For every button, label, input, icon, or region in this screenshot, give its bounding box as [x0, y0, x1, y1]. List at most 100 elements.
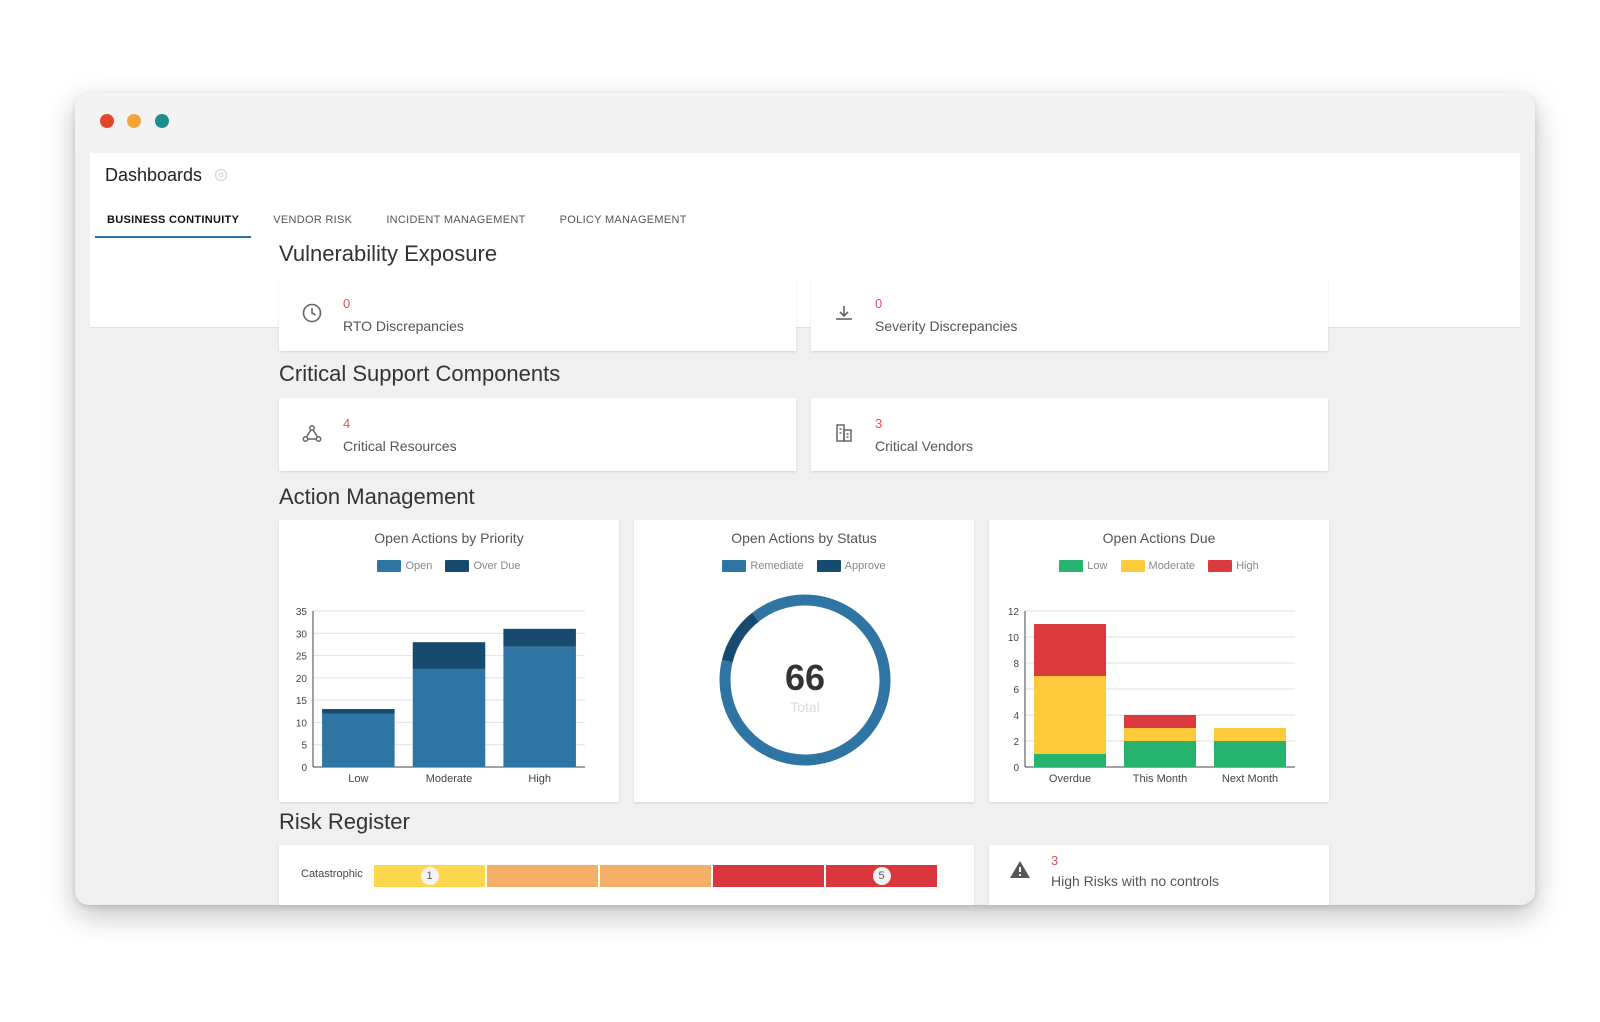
bar-this-month-high	[1124, 715, 1196, 728]
legend-item-open[interactable]: Open	[377, 560, 433, 573]
heatmap-cell[interactable]: 5	[826, 865, 937, 887]
legend-swatch-approve	[816, 560, 841, 573]
y-tick-label: 2	[1013, 737, 1019, 748]
heatmap-cell[interactable]	[713, 865, 824, 887]
heatmap-row-label: Catastrophic	[301, 868, 363, 880]
heatmap-cell[interactable]: 1	[374, 865, 485, 887]
high-risks-label: High Risks with no controls	[1051, 873, 1220, 889]
bar-overdue-moderate	[1034, 676, 1106, 754]
donut-slice-approve	[721, 612, 760, 663]
section-title-action: Action Management	[279, 484, 475, 509]
section-title-critical: Critical Support Components	[279, 361, 561, 386]
critical-resources-card[interactable]: 4 Critical Resources	[279, 398, 796, 471]
building-icon	[836, 424, 852, 442]
clock-icon	[302, 303, 322, 323]
legend-label-over-due: Over Due	[473, 560, 521, 572]
bar-this-month-low	[1124, 741, 1196, 767]
status-donut-chart: 66 Total	[719, 594, 891, 766]
tab-incident-management[interactable]: INCIDENT MANAGEMENT	[386, 214, 526, 226]
bar-overdue-low	[1034, 754, 1106, 767]
y-tick-label: 10	[296, 718, 308, 729]
y-tick-label: 20	[296, 674, 308, 685]
rto-discrepancies-label: RTO Discrepancies	[343, 318, 464, 334]
legend-item-moderate[interactable]: Moderate	[1120, 560, 1196, 573]
bar-next-month-moderate	[1214, 728, 1286, 741]
gear-icon[interactable]	[213, 167, 229, 183]
maximize-window-button[interactable]	[155, 114, 169, 128]
bar-moderate-over-due	[412, 642, 486, 669]
tab-policy-management[interactable]: POLICY MANAGEMENT	[559, 214, 687, 226]
due-chart-title: Open Actions Due	[1102, 530, 1216, 546]
heatmap-cell[interactable]	[487, 865, 598, 887]
risk-heatmap-card: Catastrophic 1 5	[279, 845, 974, 905]
status-chart-legend: Remediate Approve	[634, 560, 974, 573]
priority-chart-card: Open Actions by Priority Open Over Due 0…	[279, 520, 619, 802]
bar-low-over-due	[322, 709, 395, 714]
legend-swatch-over-due	[445, 560, 470, 573]
y-tick-label: 30	[296, 629, 308, 640]
severity-discrepancies-label: Severity Discrepancies	[875, 318, 1018, 334]
heatmap-count-badge: 1	[420, 867, 439, 885]
tab-vendor-risk[interactable]: VENDOR RISK	[273, 214, 353, 226]
section-title-risk: Risk Register	[279, 809, 410, 834]
page-title: Dashboards	[105, 165, 203, 185]
legend-item-approve[interactable]: Approve	[816, 560, 886, 573]
bar-next-month-low	[1214, 741, 1286, 767]
critical-vendors-card[interactable]: 3 Critical Vendors	[811, 398, 1328, 471]
x-tick-label: High	[528, 773, 551, 785]
y-tick-label: 6	[1013, 685, 1019, 696]
x-tick-label: Moderate	[426, 773, 472, 785]
network-icon	[302, 425, 322, 442]
legend-item-low[interactable]: Low	[1059, 560, 1108, 573]
legend-swatch-remediate	[722, 560, 747, 573]
donut-center-label: Total	[790, 699, 820, 715]
bar-high-open	[503, 646, 576, 767]
heatmap-cell[interactable]	[600, 865, 711, 887]
severity-discrepancies-count: 0	[875, 296, 883, 311]
rto-discrepancies-card[interactable]: 0 RTO Discrepancies	[279, 278, 796, 351]
tab-business-continuity[interactable]: BUSINESS CONTINUITY	[95, 205, 252, 238]
due-bar-chart: 0 2 4 6 8 10 12 Overdue This Month Next Month	[1008, 607, 1295, 785]
y-tick-label: 35	[296, 607, 308, 618]
x-tick-label: Low	[348, 773, 368, 785]
high-risks-card[interactable]: 3 High Risks with no controls	[989, 845, 1329, 905]
y-tick-label: 0	[1013, 763, 1019, 774]
legend-swatch-high	[1208, 560, 1233, 573]
severity-discrepancies-card[interactable]: 0 Severity Discrepancies	[811, 278, 1328, 351]
donut-center-value: 66	[785, 657, 825, 698]
y-tick-label: 25	[296, 652, 308, 663]
legend-label-low: Low	[1087, 560, 1108, 572]
y-tick-label: 10	[1008, 633, 1020, 644]
critical-resources-count: 4	[343, 416, 351, 431]
status-chart-title: Open Actions by Status	[731, 530, 877, 546]
section-title-vulnerability: Vulnerability Exposure	[279, 241, 498, 266]
legend-label-moderate: Moderate	[1148, 560, 1196, 572]
priority-chart-legend: Open Over Due	[279, 560, 619, 573]
legend-label-remediate: Remediate	[750, 560, 804, 572]
bar-moderate-open	[412, 668, 486, 767]
y-tick-label: 8	[1013, 659, 1019, 670]
rto-discrepancies-count: 0	[343, 296, 351, 311]
close-window-button[interactable]	[100, 114, 114, 128]
critical-vendors-count: 3	[875, 416, 883, 431]
y-tick-label: 12	[1008, 607, 1020, 618]
legend-swatch-low	[1059, 560, 1084, 573]
bar-this-month-moderate	[1124, 728, 1196, 741]
priority-bar-chart: 0 5 10 15 20 25 30 35 Low Moderate High	[296, 607, 585, 785]
legend-label-approve: Approve	[844, 560, 886, 572]
legend-item-over-due[interactable]: Over Due	[445, 560, 521, 573]
legend-item-high[interactable]: High	[1208, 560, 1259, 573]
due-chart-card: Open Actions Due Low Moderate High 0 2 4 6 8…	[989, 520, 1329, 802]
legend-label-open: Open	[405, 560, 433, 572]
title-bar	[75, 93, 1535, 153]
bar-high-over-due	[503, 628, 576, 647]
minimize-window-button[interactable]	[127, 114, 141, 128]
warning-icon	[1010, 861, 1030, 878]
y-tick-label: 4	[1013, 711, 1019, 722]
legend-swatch-open	[377, 560, 402, 573]
legend-item-remediate[interactable]: Remediate	[722, 560, 804, 573]
legend-swatch-moderate	[1120, 560, 1145, 573]
critical-vendors-label: Critical Vendors	[875, 438, 974, 454]
y-tick-label: 5	[301, 741, 307, 752]
legend-label-high: High	[1236, 560, 1259, 572]
